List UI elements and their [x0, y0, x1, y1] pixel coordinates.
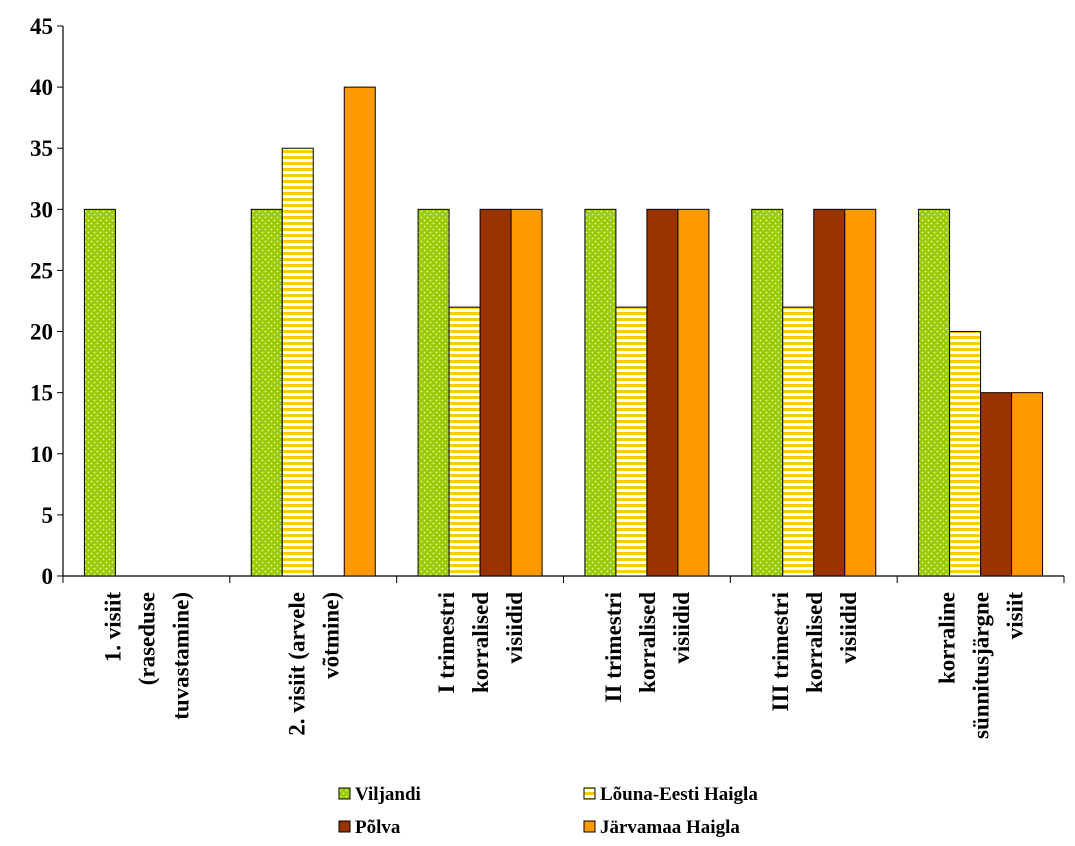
bar-p-lva [980, 392, 1013, 577]
category-label: visiidid [669, 592, 694, 664]
bar-viljandi [250, 208, 283, 577]
bar-viljandi [417, 208, 450, 577]
category-labels: 1. visiit (raseduse tuvastamine) 2. visiit … [100, 591, 1027, 739]
category-label: korralised [802, 592, 827, 693]
legend-swatch [583, 787, 596, 800]
y-tick-label: 40 [30, 75, 53, 100]
legend-swatch [338, 787, 351, 800]
legend-swatch [338, 820, 351, 833]
bar-j-rvamaa-haigla [844, 208, 877, 577]
bar-l-una-eesti-haigla [615, 306, 648, 577]
category-label: võtmine) [318, 592, 343, 679]
legend-label: Järvamaa Haigla [600, 817, 740, 838]
y-tick-labels: 0 5 10 15 20 25 30 35 40 45 [30, 14, 53, 589]
bar-viljandi [584, 208, 617, 577]
legend: Viljandi Lõuna-Eesti Haigla Põlva Järvamaa … [338, 784, 758, 838]
bar-l-una-eesti-haigla [448, 306, 481, 577]
legend-label: Põlva [355, 817, 401, 838]
bar-j-rvamaa-haigla [1011, 392, 1044, 577]
legend-label: Lõuna-Eesti Haigla [600, 784, 758, 805]
category-label: visiidid [502, 592, 527, 664]
category-label: visiit [1003, 592, 1028, 640]
bar-p-lva [813, 208, 846, 577]
y-tick-label: 30 [30, 197, 53, 222]
category-label: 1. visiit [100, 592, 125, 663]
category-label: sünnitusjärgne [969, 592, 994, 739]
legend-label: Viljandi [355, 784, 421, 805]
category-label: III trimestri [768, 591, 793, 711]
bar-l-una-eesti-haigla [949, 331, 982, 577]
category-label: korraline [935, 592, 960, 684]
bar-j-rvamaa-haigla [343, 86, 376, 577]
category-label: (raseduse [134, 592, 159, 685]
y-tick-label: 5 [42, 503, 54, 528]
bar-p-lva [646, 208, 679, 577]
category-label: visiidid [836, 592, 861, 664]
y-tick-label: 15 [30, 381, 53, 406]
category-label: 2. visiit (arvele [284, 592, 309, 736]
bar-j-rvamaa-haigla [677, 208, 710, 577]
category-label: tuvastamine) [168, 592, 193, 720]
y-tick-label: 25 [30, 258, 53, 283]
y-tick-label: 35 [30, 136, 53, 161]
y-tick-label: 45 [30, 14, 53, 39]
y-tick-label: 10 [30, 442, 53, 467]
bar-l-una-eesti-haigla [281, 147, 314, 577]
legend-swatch [583, 820, 596, 833]
bar-p-lva [479, 208, 512, 577]
category-label: korralised [635, 592, 660, 693]
category-label: II trimestri [601, 591, 626, 702]
bar-viljandi [83, 208, 116, 577]
bar-viljandi [751, 208, 784, 577]
y-tick-label: 20 [30, 320, 53, 345]
category-label: I trimestri [434, 591, 459, 693]
bar-l-una-eesti-haigla [782, 306, 815, 577]
bar-viljandi [918, 208, 951, 577]
bar-j-rvamaa-haigla [510, 208, 543, 577]
bars [83, 86, 1044, 577]
y-tick-label: 0 [42, 564, 54, 589]
category-label: korralised [468, 592, 493, 693]
axes [57, 25, 1065, 583]
